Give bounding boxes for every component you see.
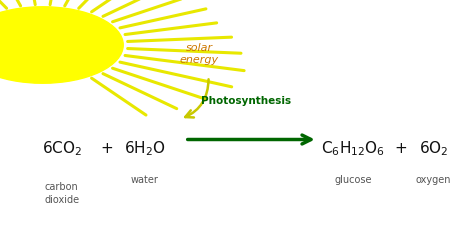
Text: $\mathregular{6CO_2}$: $\mathregular{6CO_2}$ bbox=[42, 139, 82, 158]
Text: $+$: $+$ bbox=[394, 141, 407, 156]
Text: oxygen: oxygen bbox=[416, 175, 451, 185]
Text: solar
energy: solar energy bbox=[180, 43, 219, 65]
Text: $+$: $+$ bbox=[100, 141, 113, 156]
Text: Photosynthesis: Photosynthesis bbox=[201, 96, 292, 106]
Text: $\mathregular{C_6H_{12}O_6}$: $\mathregular{C_6H_{12}O_6}$ bbox=[321, 139, 385, 158]
Text: $\mathregular{6H_2O}$: $\mathregular{6H_2O}$ bbox=[124, 139, 165, 158]
Text: carbon
dioxide: carbon dioxide bbox=[44, 182, 79, 205]
Circle shape bbox=[0, 7, 123, 83]
Text: $\mathregular{6O_2}$: $\mathregular{6O_2}$ bbox=[419, 139, 448, 158]
Text: glucose: glucose bbox=[334, 175, 372, 185]
Text: water: water bbox=[131, 175, 158, 185]
